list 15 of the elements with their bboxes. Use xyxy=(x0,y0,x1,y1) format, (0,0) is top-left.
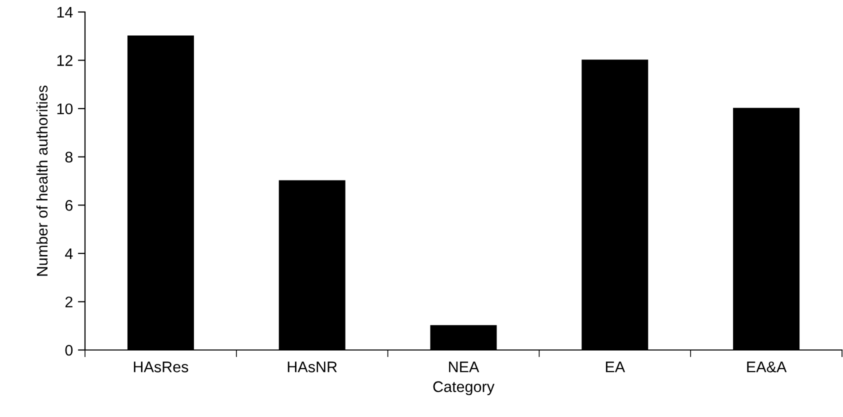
y-tick-label: 4 xyxy=(65,248,73,259)
x-tick-label: HAsRes xyxy=(134,362,188,372)
y-axis-title: Number of health authorities xyxy=(36,86,48,276)
y-tick-label: 0 xyxy=(65,344,73,356)
y-tick-label: 10 xyxy=(57,103,73,114)
x-tick-label: HAsNR xyxy=(288,362,337,372)
y-tick-label: 6 xyxy=(65,200,73,211)
x-tick-label: NEA xyxy=(449,362,480,372)
y-tick-label: 12 xyxy=(57,55,72,66)
x-tick-label: EA&A xyxy=(747,362,787,372)
y-tick-label: 2 xyxy=(65,296,72,308)
x-tick-label: EA xyxy=(606,362,626,372)
y-tick-label: 8 xyxy=(65,152,73,163)
x-axis-title: Category xyxy=(433,381,494,396)
y-tick-label: 14 xyxy=(57,7,73,18)
